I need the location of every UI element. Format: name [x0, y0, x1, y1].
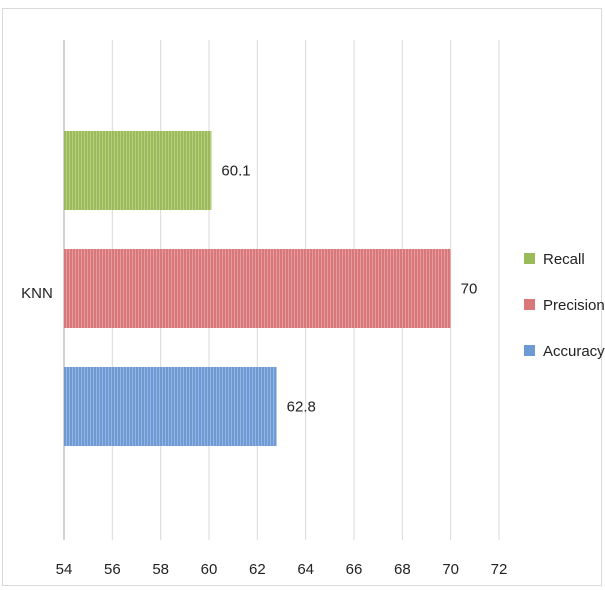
bar-recall [64, 131, 212, 210]
bar-texture [64, 249, 451, 328]
bar-precision [64, 249, 451, 328]
data-label-accuracy: 62.8 [287, 399, 316, 416]
data-label-recall: 60.1 [221, 163, 250, 180]
legend: Recall Precision Accuracy [524, 251, 605, 360]
bar-texture [64, 367, 277, 446]
x-tick-label: 60 [201, 561, 218, 578]
bar-accuracy [64, 367, 277, 446]
legend-label-recall: Recall [543, 251, 585, 268]
x-tick-label: 54 [56, 561, 73, 578]
x-tick-label: 68 [394, 561, 411, 578]
legend-swatch-precision [524, 299, 535, 310]
legend-label-precision: Precision [543, 297, 605, 314]
x-tick-label: 72 [491, 561, 508, 578]
labels: 54 56 58 60 62 64 66 68 70 72 KNN 60.1 70 62.8 [21, 163, 507, 579]
bar-texture [64, 131, 212, 210]
x-tick-label: 62 [249, 561, 266, 578]
data-label-precision: 70 [461, 281, 478, 298]
bars [64, 131, 451, 446]
x-tick-label: 58 [152, 561, 169, 578]
legend-label-accuracy: Accuracy [543, 343, 605, 360]
x-tick-label: 66 [346, 561, 363, 578]
x-tick-label: 56 [104, 561, 121, 578]
x-tick-label: 70 [442, 561, 459, 578]
legend-swatch-recall [524, 253, 535, 264]
legend-swatch-accuracy [524, 345, 535, 356]
category-label: KNN [21, 285, 53, 302]
x-tick-label: 64 [297, 561, 314, 578]
